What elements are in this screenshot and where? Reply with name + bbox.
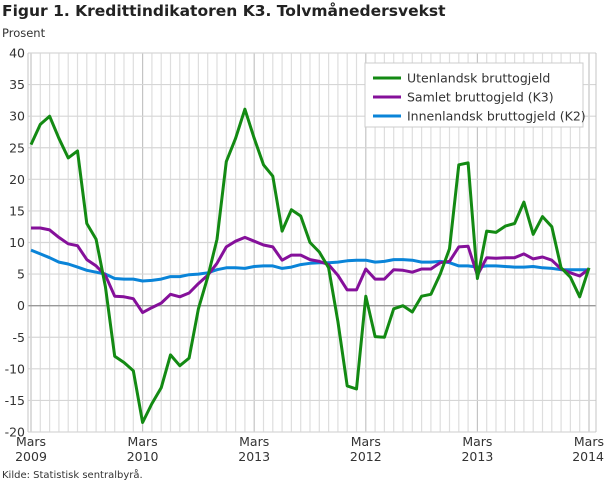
x-tick-label: Mars <box>128 434 158 449</box>
legend-label: Innenlandsk bruttogjeld (K2) <box>407 109 586 124</box>
y-tick-label: 5 <box>17 267 25 282</box>
y-tick-label: -15 <box>5 393 25 408</box>
x-tick-label: 2012 <box>350 449 382 464</box>
legend: Utenlandsk bruttogjeld Samlet bruttogjeld… <box>364 62 586 128</box>
legend-label: Samlet bruttogjeld (K3) <box>407 90 554 105</box>
x-tick-label: Mars <box>462 434 492 449</box>
x-tick-label: Mars <box>239 434 269 449</box>
y-tick-label: 20 <box>9 172 25 187</box>
series-line-samlet-bruttogjeld-k3- <box>31 226 590 315</box>
chart-title: Figur 1. Kredittindikatoren K3. Tolvmåne… <box>2 2 446 20</box>
legend-box <box>364 62 584 128</box>
series-line-utenlandsk-bruttogjeld <box>29 107 591 424</box>
legend-label: Utenlandsk bruttogjeld <box>407 71 550 86</box>
y-axis-label: Prosent <box>2 26 46 40</box>
y-tick-label: -10 <box>5 361 25 376</box>
y-tick-label: 40 <box>9 46 25 61</box>
x-tick-label: Mars <box>16 434 46 449</box>
x-tick-label: 2014 <box>572 449 604 464</box>
series-line-innenlandsk-bruttogjeld-k2- <box>30 248 589 283</box>
y-tick-label: 30 <box>9 109 25 124</box>
y-tick-label: 10 <box>9 235 25 250</box>
y-tick-label: -5 <box>13 330 25 345</box>
x-tick-label: Mars <box>574 434 604 449</box>
y-tick-label: -20 <box>5 425 25 440</box>
source-note: Kilde: Statistisk sentralbyrå. <box>2 470 143 481</box>
x-tick-label: Mars <box>351 434 381 449</box>
y-tick-label: 15 <box>9 203 25 218</box>
x-tick-label: 2009 <box>15 449 47 464</box>
x-tick-label: 2010 <box>127 449 159 464</box>
y-tick-label: 25 <box>9 140 25 155</box>
y-tick-label: 0 <box>17 298 25 313</box>
x-tick-label: 2013 <box>461 449 493 464</box>
x-tick-label: 2013 <box>238 449 270 464</box>
y-tick-label: 35 <box>9 77 25 92</box>
